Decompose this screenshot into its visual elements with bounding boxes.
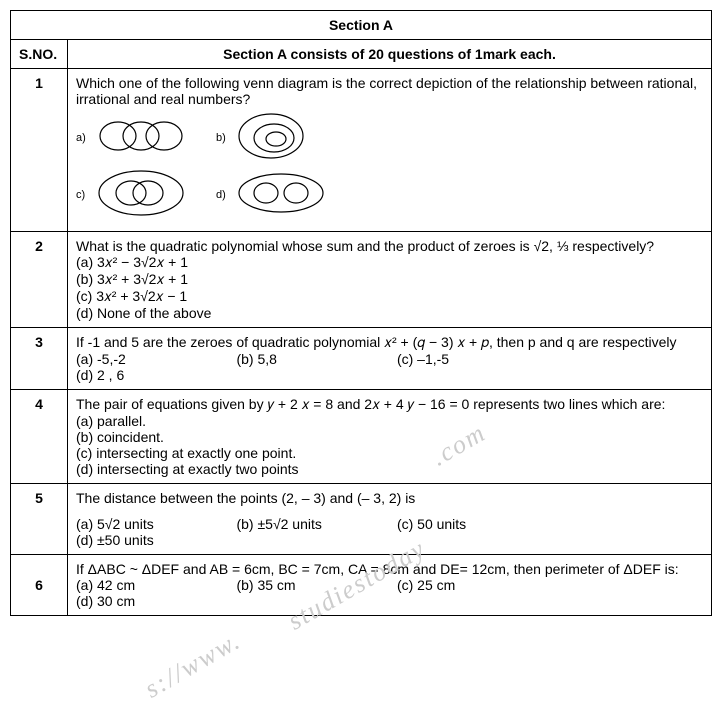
q3-opt-d: (d) 2 , 6 (76, 367, 236, 383)
venn-nested-icon (236, 111, 306, 164)
table-row: 5 The distance between the points (2, – … (11, 484, 712, 555)
table-row: 3 If -1 and 5 are the zeroes of quadrati… (11, 328, 712, 390)
q3-text: If -1 and 5 are the zeroes of quadratic … (76, 334, 703, 351)
q3-opt-a: (a) -5,-2 (76, 351, 236, 367)
q2-opt-d: (d) None of the above (76, 305, 393, 321)
q5-text: The distance between the points (2, – 3)… (76, 490, 703, 506)
q4-opt-c: (c) intersecting at exactly one point. (76, 445, 393, 461)
q2-opt-b: (b) 3𝑥² + 3√2𝑥 + 1 (76, 271, 393, 288)
watermark-text: s://www. (140, 626, 247, 705)
q1-opt-d-label: d) (216, 189, 230, 201)
q1-text: Which one of the following venn diagram … (76, 75, 703, 107)
venn-big-overlap-icon (96, 168, 186, 221)
table-row: 6 If ΔABC ~ ΔDEF and AB = 6cm, BC = 7cm,… (11, 555, 712, 616)
q6-no: 6 (11, 555, 68, 616)
section-header: Section A (11, 11, 712, 40)
q3-no: 3 (11, 328, 68, 390)
sno-header: S.NO. (11, 40, 68, 69)
q6-opt-d: (d) 30 cm (76, 593, 236, 609)
q6-text: If ΔABC ~ ΔDEF and AB = 6cm, BC = 7cm, C… (76, 561, 703, 577)
q4-opt-a: (a) parallel. (76, 413, 393, 429)
q6-opt-c: (c) 25 cm (397, 577, 557, 593)
q5-opt-b: (b) ±5√2 units (236, 516, 396, 532)
q5-opt-c: (c) 50 units (397, 516, 557, 532)
q2-opt-c: (c) 3𝑥² + 3√2𝑥 − 1 (76, 288, 393, 305)
q1-opt-c-label: c) (76, 189, 90, 201)
q4-text: The pair of equations given by 𝑦 + 2 𝑥 =… (76, 396, 703, 413)
section-subheader: Section A consists of 20 questions of 1m… (68, 40, 712, 69)
q4-cell: The pair of equations given by 𝑦 + 2 𝑥 =… (68, 390, 712, 484)
q4-no: 4 (11, 390, 68, 484)
q4-opt-d: (d) intersecting at exactly two points (76, 461, 393, 477)
q1-opt-b-label: b) (216, 132, 230, 144)
q6-opt-b: (b) 35 cm (236, 577, 396, 593)
q5-no: 5 (11, 484, 68, 555)
q3-opt-c: (c) –1,-5 (397, 351, 557, 367)
venn-three-overlap-icon (96, 116, 186, 159)
q2-opt-a: (a) 3𝑥² − 3√2𝑥 + 1 (76, 254, 393, 271)
table-row: 2 What is the quadratic polynomial whose… (11, 232, 712, 328)
q3-opt-b: (b) 5,8 (236, 351, 396, 367)
question-table: Section A S.NO. Section A consists of 20… (10, 10, 712, 616)
q2-text: What is the quadratic polynomial whose s… (76, 238, 703, 254)
q6-cell: If ΔABC ~ ΔDEF and AB = 6cm, BC = 7cm, C… (68, 555, 712, 616)
q1-cell: Which one of the following venn diagram … (68, 69, 712, 232)
q4-opt-b: (b) coincident. (76, 429, 393, 445)
q1-opt-a-label: a) (76, 132, 90, 144)
table-row: 4 The pair of equations given by 𝑦 + 2 𝑥… (11, 390, 712, 484)
q2-cell: What is the quadratic polynomial whose s… (68, 232, 712, 328)
q3-cell: If -1 and 5 are the zeroes of quadratic … (68, 328, 712, 390)
q5-cell: The distance between the points (2, – 3)… (68, 484, 712, 555)
q5-opt-a: (a) 5√2 units (76, 516, 236, 532)
q5-opt-d: (d) ±50 units (76, 532, 236, 548)
q1-no: 1 (11, 69, 68, 232)
q2-no: 2 (11, 232, 68, 328)
table-row: 1 Which one of the following venn diagra… (11, 69, 712, 232)
venn-big-separate-icon (236, 171, 326, 219)
q6-opt-a: (a) 42 cm (76, 577, 236, 593)
